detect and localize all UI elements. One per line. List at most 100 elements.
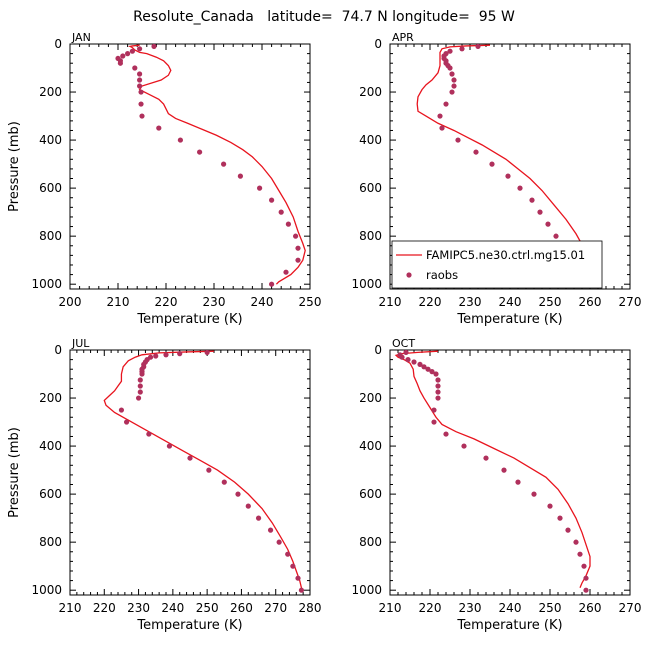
- raobs-point: [276, 539, 282, 545]
- y-tick-label: 1000: [31, 583, 62, 597]
- raobs-point: [197, 149, 203, 155]
- raobs-point: [583, 575, 589, 581]
- raobs-point: [573, 539, 579, 545]
- y-tick-label: 800: [39, 535, 62, 549]
- x-tick-label: 230: [459, 295, 482, 309]
- x-axis-label: Temperature (K): [456, 618, 562, 633]
- x-tick-label: 270: [619, 295, 642, 309]
- raobs-point: [295, 257, 301, 263]
- raobs-point: [403, 350, 409, 355]
- raobs-point: [298, 587, 305, 593]
- y-tick-label: 600: [359, 181, 382, 195]
- raobs-point: [137, 71, 143, 77]
- raobs-point: [581, 563, 587, 569]
- raobs-point: [245, 503, 251, 509]
- y-tick-label: 0: [54, 343, 62, 357]
- raobs-point: [429, 369, 435, 375]
- y-tick-label: 800: [39, 229, 62, 243]
- y-tick-label: 400: [359, 133, 382, 147]
- raobs-point: [125, 51, 131, 57]
- x-tick-label: 270: [619, 601, 642, 615]
- raobs-point: [285, 221, 291, 227]
- raobs-point: [517, 185, 523, 191]
- x-tick-label: 210: [107, 295, 130, 309]
- raobs-point: [293, 233, 299, 239]
- raobs-point: [583, 587, 589, 593]
- y-tick-label: 200: [39, 391, 62, 405]
- plot-frame: [69, 43, 311, 290]
- raobs-point: [187, 455, 193, 461]
- x-tick-label: 230: [459, 601, 482, 615]
- raobs-point: [435, 395, 441, 401]
- x-tick-label: 210: [59, 601, 82, 615]
- y-tick-label: 400: [39, 439, 62, 453]
- raobs-point: [447, 48, 453, 54]
- x-tick-label: 240: [499, 601, 522, 615]
- raobs-point: [129, 48, 135, 54]
- raobs-point: [435, 389, 441, 395]
- y-tick-label: 400: [359, 439, 382, 453]
- raobs-point: [473, 149, 479, 155]
- x-tick-label: 260: [579, 295, 602, 309]
- y-tick-label: 1000: [351, 277, 382, 291]
- raobs-point: [461, 443, 467, 449]
- raobs-point: [557, 515, 563, 521]
- raobs-point: [435, 383, 441, 389]
- raobs-point: [515, 479, 521, 485]
- raobs-point: [451, 77, 457, 83]
- raobs-point: [163, 352, 169, 358]
- raobs-point: [431, 419, 437, 425]
- raobs-point: [237, 173, 243, 179]
- raobs-point: [459, 46, 465, 52]
- raobs-point: [489, 161, 495, 167]
- raobs-point: [132, 65, 138, 71]
- raobs-point: [255, 515, 262, 521]
- raobs-point: [137, 46, 143, 52]
- plot-area: [115, 44, 306, 287]
- legend: FAMIPC5.ne30.ctrl.mg15.01 raobs: [391, 240, 603, 289]
- raobs-point: [120, 53, 126, 59]
- raobs-point: [431, 407, 437, 413]
- raobs-point: [421, 364, 427, 370]
- raobs-point: [449, 71, 455, 77]
- raobs-point: [204, 350, 210, 355]
- raobs-point: [443, 431, 449, 437]
- raobs-point: [137, 77, 143, 83]
- raobs-point: [451, 83, 457, 89]
- x-tick-label: 250: [539, 295, 562, 309]
- raobs-point: [435, 377, 441, 383]
- panel-apr: 210 220 230 240 250 260 270 0 200 400 600 800 1000 AP…: [351, 31, 641, 327]
- raobs-point: [146, 431, 152, 437]
- raobs-point: [411, 359, 417, 365]
- x-tick-label: 220: [419, 601, 442, 615]
- y-tick-label: 1000: [351, 583, 382, 597]
- figure-title: Resolute_Canada latitude= 74.7 N longitu…: [133, 9, 515, 25]
- y-tick-label: 0: [374, 37, 382, 51]
- raobs-point: [505, 173, 511, 179]
- raobs-point: [135, 395, 142, 401]
- plot-area: [103, 350, 305, 593]
- raobs-point: [449, 89, 455, 95]
- raobs-point: [177, 137, 183, 143]
- x-tick-label: 210: [379, 295, 402, 309]
- y-tick-label: 600: [359, 487, 382, 501]
- x-axis-label: Temperature (K): [456, 312, 562, 327]
- x-tick-label: 250: [539, 601, 562, 615]
- model-profile-line: [128, 44, 306, 285]
- panel-jan: 200 210 220 230 240 250 0 200 400 600 800 1000 JAN Te…: [7, 31, 321, 327]
- raobs-point: [417, 361, 423, 368]
- plot-frame: [69, 349, 311, 596]
- raobs-point: [156, 125, 162, 131]
- raobs-point: [283, 269, 289, 275]
- legend-obs-label: raobs: [426, 268, 458, 282]
- raobs-point: [139, 371, 145, 377]
- x-tick-label: 280: [299, 601, 322, 615]
- raobs-point: [166, 443, 173, 449]
- x-tick-label: 270: [264, 601, 287, 615]
- y-tick-label: 1000: [31, 277, 62, 291]
- x-tick-label: 210: [379, 601, 402, 615]
- raobs-point: [177, 351, 183, 357]
- raobs-point: [118, 407, 125, 413]
